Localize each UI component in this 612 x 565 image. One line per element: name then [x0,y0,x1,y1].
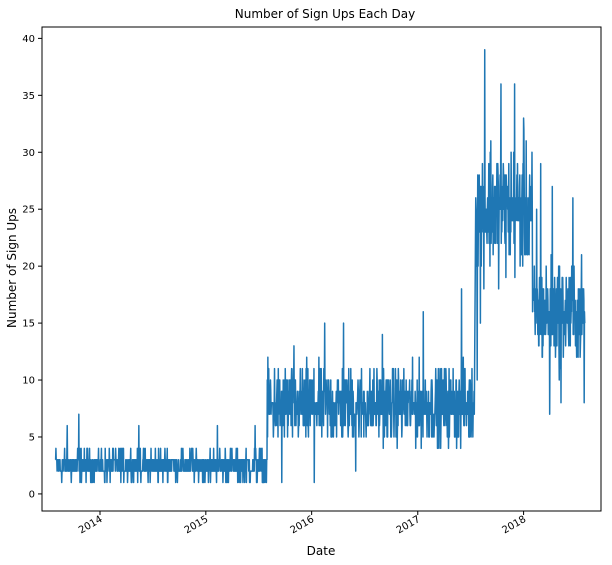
y-tick-label: 10 [22,376,35,387]
chart-title: Number of Sign Ups Each Day [235,7,416,21]
y-tick-label: 40 [22,34,35,45]
x-axis-title: Date [307,544,336,558]
plot-area [54,49,586,484]
axes-frame [41,26,602,512]
y-tick-label: 5 [29,432,35,443]
y-axis: 0 5 10 15 20 25 30 35 40 [22,34,42,500]
y-tick-label: 0 [29,489,35,500]
y-tick-label: 15 [22,319,35,330]
x-tick-label: 2016 [289,514,317,536]
y-axis-title: Number of Sign Ups [5,208,19,328]
x-tick-label: 2015 [183,514,211,536]
x-tick-label: 2018 [501,514,529,536]
y-tick-label: 30 [22,148,35,159]
x-tick-label: 2017 [395,514,423,536]
y-tick-label: 25 [22,205,35,216]
signups-series-line [54,49,586,484]
y-tick-label: 35 [22,91,35,102]
x-tick-label: 2014 [77,514,105,536]
x-axis: 2014 2015 2016 2017 2018 [77,511,528,536]
y-tick-label: 20 [22,262,35,273]
